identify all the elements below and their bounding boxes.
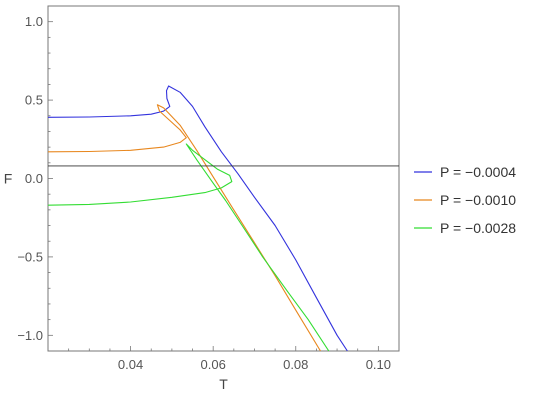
series-line-3 <box>48 143 330 351</box>
y-axis-label: F <box>4 171 13 187</box>
y-tick-label: −1.0 <box>17 328 43 343</box>
series-line-1 <box>48 85 348 351</box>
x-tick-label: 0.08 <box>283 357 308 372</box>
y-tick-label: 0.0 <box>25 171 43 186</box>
legend-label: P = −0.0010 <box>440 192 516 208</box>
series-line-2 <box>48 104 321 351</box>
legend-label: P = −0.0028 <box>440 220 516 236</box>
y-tick-label: 1.0 <box>25 14 43 29</box>
x-axis-label: T <box>219 376 228 392</box>
x-tick-label: 0.10 <box>366 357 391 372</box>
y-tick-label: −0.5 <box>17 249 43 264</box>
x-tick-label: 0.06 <box>201 357 226 372</box>
legend: P = −0.0004 P = −0.0010 P = −0.0028 <box>414 164 516 236</box>
y-tick-label: 0.5 <box>25 93 43 108</box>
legend-label: P = −0.0004 <box>440 164 516 180</box>
ticks-layer: 0.04 0.06 0.08 0.10 1.0 0.5 0.0 −0.5 −1.0 <box>17 5 391 372</box>
plot-frame <box>47 5 400 352</box>
x-tick-label: 0.04 <box>118 357 143 372</box>
series-layer <box>48 85 348 351</box>
